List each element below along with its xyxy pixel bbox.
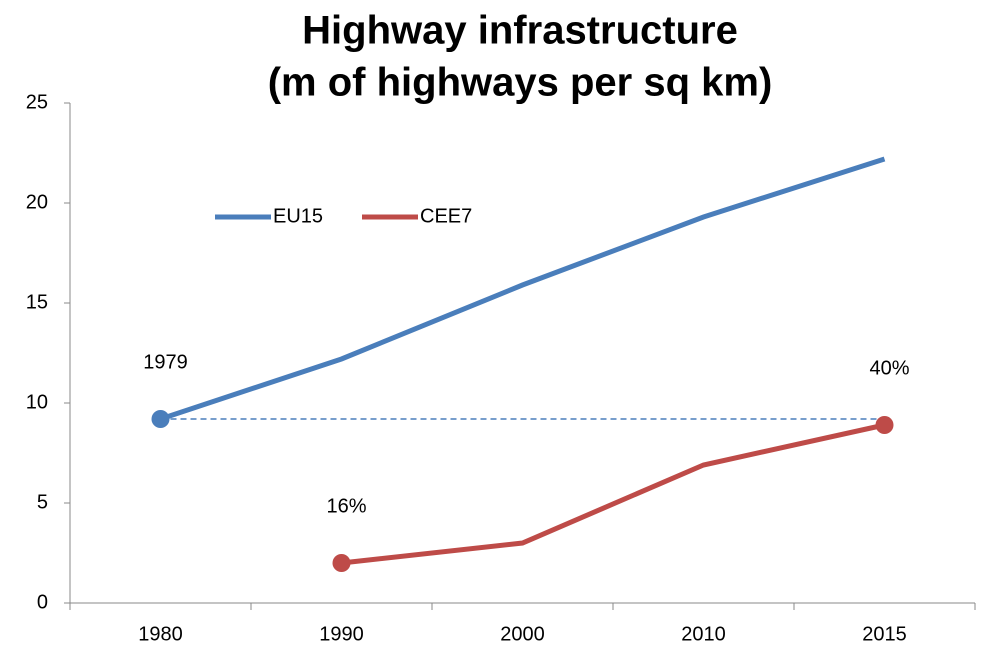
chart-title: Highway infrastructure [302, 9, 738, 53]
marker [875, 416, 894, 434]
x-tick-label: 1990 [319, 623, 364, 645]
y-tick-label: 25 [26, 91, 48, 113]
y-tick-label: 5 [37, 491, 48, 513]
legend-label: CEE7 [420, 205, 472, 227]
legend-label: EU15 [273, 205, 323, 227]
x-tick-label: 2000 [500, 623, 545, 645]
x-tick-label: 1980 [138, 623, 183, 645]
marker [151, 410, 170, 428]
marker [332, 554, 351, 572]
y-tick-label: 15 [26, 291, 48, 313]
y-tick-label: 20 [26, 191, 48, 213]
annotation: 1979 [143, 351, 188, 373]
x-tick-label: 2015 [862, 623, 907, 645]
annotation: 16% [326, 495, 366, 517]
y-tick-label: 10 [26, 391, 48, 413]
chart-title: (m of highways per sq km) [268, 61, 773, 105]
x-tick-label: 2010 [681, 623, 726, 645]
series-line [159, 156, 886, 422]
y-tick-label: 0 [37, 591, 48, 613]
annotation: 40% [869, 357, 909, 379]
series-line [341, 422, 886, 566]
